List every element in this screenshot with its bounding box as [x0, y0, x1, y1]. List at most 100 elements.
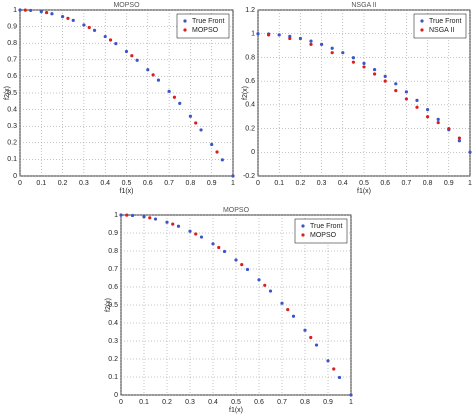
x-tick-label: 0.7 [402, 180, 412, 187]
x-tick-label: 0.6 [380, 180, 390, 187]
x-axis-label: f1(x) [357, 188, 371, 195]
x-tick-label: 0.8 [423, 180, 433, 187]
y-axis-label: f2(x) [4, 86, 11, 100]
point [286, 308, 290, 312]
point [151, 73, 155, 77]
x-tick-label: 0.3 [185, 399, 195, 406]
chart-title: MOPSO [223, 207, 250, 214]
y-tick-label: 0.4 [108, 320, 118, 327]
legend-box [294, 218, 348, 244]
x-tick-label: 0.7 [277, 399, 287, 406]
point [114, 42, 118, 46]
point [426, 108, 430, 112]
x-tick-label: 0.3 [79, 180, 89, 187]
point [217, 245, 221, 250]
legend-marker [420, 28, 424, 32]
x-tick-label: 0.5 [359, 180, 369, 187]
point [142, 215, 146, 219]
point [351, 56, 355, 60]
point [222, 249, 227, 254]
point [23, 8, 27, 12]
point [383, 79, 387, 83]
point [332, 367, 336, 371]
point [468, 150, 472, 154]
point [220, 158, 224, 162]
x-tick-label: 0.6 [143, 180, 153, 187]
x-axis-label: f1(x) [120, 188, 134, 195]
y-tick-label: 0.2 [108, 356, 118, 363]
point [199, 235, 204, 239]
point [394, 82, 398, 86]
x-tick-label: 0.6 [254, 399, 264, 406]
legend-box [413, 13, 467, 39]
y-tick-label: 0.4 [245, 102, 255, 109]
point [135, 58, 139, 62]
x-tick-label: 0.2 [296, 180, 306, 187]
point [92, 28, 97, 32]
y-tick-label: 0.7 [7, 57, 17, 64]
legend-label: True Front [192, 18, 224, 25]
point [194, 121, 198, 125]
point [303, 328, 307, 332]
legend-label: MOPSO [192, 27, 219, 34]
point [426, 115, 430, 119]
point [50, 12, 54, 16]
y-tick-label: -0.2 [243, 173, 255, 180]
chart-title: MOPSO [113, 2, 140, 9]
x-tick-label: 0.5 [122, 180, 132, 187]
x-tick-label: 0.2 [162, 399, 172, 406]
y-tick-label: 0.1 [7, 156, 17, 163]
point [124, 49, 129, 54]
x-tick-label: 0 [256, 180, 260, 187]
y-tick-label: 1 [251, 31, 255, 38]
x-tick-label: 0.8 [300, 399, 310, 406]
point [298, 36, 302, 41]
y-tick-label: 0.7 [108, 266, 118, 273]
point [383, 74, 387, 78]
point [351, 60, 355, 64]
point [82, 23, 86, 27]
y-tick-label: 0.6 [7, 73, 17, 80]
y-tick-label: 0.6 [108, 284, 118, 291]
x-tick-label: 0.4 [338, 180, 348, 187]
y-tick-label: 0.8 [7, 40, 17, 47]
point [234, 258, 238, 262]
x-tick-label: 0.4 [208, 399, 218, 406]
point [288, 36, 292, 41]
legend-marker [183, 19, 187, 23]
x-tick-label: 0.2 [58, 180, 68, 187]
point [415, 98, 419, 103]
x-tick-label: 0.3 [317, 180, 327, 187]
point [231, 174, 235, 178]
y-tick-label: 0.3 [7, 123, 17, 130]
point [277, 33, 281, 37]
point [188, 229, 192, 233]
point [457, 136, 461, 140]
y-tick-label: 1.2 [245, 7, 255, 14]
x-tick-label: 1 [349, 399, 353, 406]
point [436, 117, 440, 121]
x-tick-label: 0.5 [231, 399, 241, 406]
point [362, 61, 366, 65]
point [291, 314, 296, 318]
y-axis-label: f2(x) [105, 298, 112, 312]
point [394, 89, 398, 93]
x-tick-label: 0.1 [36, 180, 46, 187]
point [29, 8, 33, 13]
point [188, 114, 192, 118]
y-tick-label: 0.8 [245, 54, 255, 61]
point [171, 222, 175, 226]
point [108, 38, 113, 42]
point [330, 46, 334, 50]
point [39, 10, 43, 14]
x-tick-label: 0.4 [100, 180, 110, 187]
point [215, 150, 219, 154]
point [240, 263, 244, 267]
legend-marker [301, 224, 305, 228]
point [119, 213, 123, 217]
legend-marker [183, 28, 187, 32]
point [87, 25, 91, 30]
point [330, 51, 334, 55]
point [178, 101, 182, 105]
